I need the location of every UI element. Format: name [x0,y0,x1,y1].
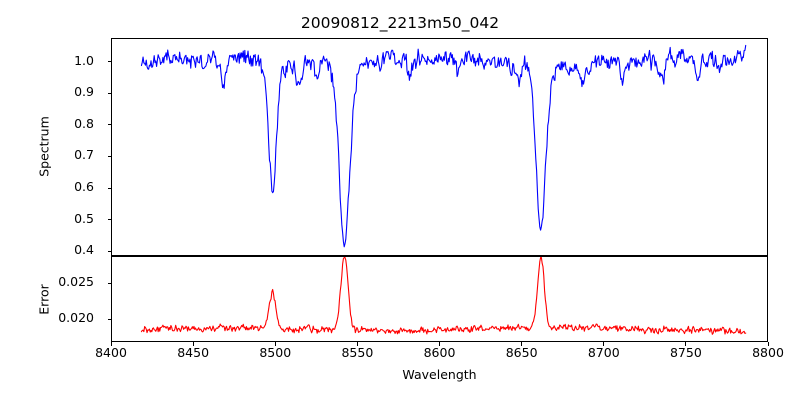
y-axis-label-error: Error [36,284,52,315]
x-tick-label: 8650 [505,345,538,360]
x-axis-label: Wavelength [402,367,477,382]
x-tick-label: 8600 [423,345,456,360]
tick-mark [107,219,111,221]
tick-mark [107,155,111,158]
x-tick-label: 8750 [669,345,702,360]
chart-title: 20090812_2213m50_042 [300,14,500,32]
error-panel [111,256,768,342]
y-tick-label-spectrum: 0.5 [74,210,94,226]
tick-mark [107,124,111,126]
x-tick-label: 8700 [587,345,620,360]
tick-mark [356,342,358,346]
x-tick-label: 8800 [752,345,784,360]
tick-mark [110,342,112,346]
tick-mark [603,342,605,346]
error-line [141,258,745,335]
tick-mark [274,342,276,346]
y-tick-label-spectrum: 0.6 [74,179,94,195]
tick-mark [107,61,111,63]
spectrum-line [141,45,745,246]
x-tick-label: 8450 [177,345,210,360]
tick-mark [521,342,523,346]
y-tick-label-spectrum: 0.9 [74,84,94,100]
y-tick-label-spectrum: 0.8 [74,115,94,131]
y-tick-label-error: 0.020 [58,310,94,326]
spectrum-panel [111,38,768,256]
tick-mark [107,187,111,189]
tick-mark [107,318,111,320]
y-tick-label-spectrum: 0.4 [74,242,94,258]
spectrum-plot-area [112,39,767,255]
tick-mark [192,342,194,346]
x-tick-label: 8500 [259,345,292,360]
tick-mark [685,342,687,346]
y-tick-label-error: 0.025 [58,274,94,290]
tick-mark [439,342,441,346]
tick-mark [107,92,111,94]
tick-mark [767,342,769,346]
tick-mark [107,250,111,252]
error-plot-area [112,257,767,341]
y-tick-label-spectrum: 1.0 [74,52,94,68]
tick-mark [107,282,111,284]
y-tick-label-spectrum: 0.7 [74,147,94,163]
x-tick-label: 8400 [95,345,127,360]
x-tick-label: 8550 [341,345,374,360]
